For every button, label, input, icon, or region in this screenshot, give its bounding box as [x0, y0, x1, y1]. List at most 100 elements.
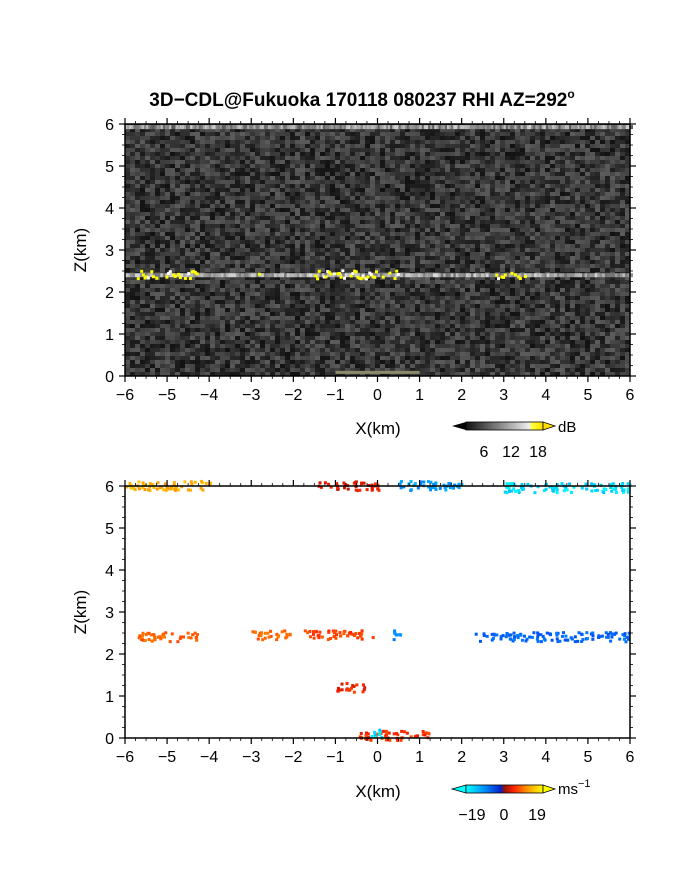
heatmap-cell	[255, 180, 260, 184]
heatmap-cell	[530, 300, 535, 304]
heatmap-cell	[340, 172, 345, 176]
heatmap-cell	[130, 312, 135, 316]
heatmap-cell	[385, 308, 390, 312]
heatmap-cell	[385, 296, 390, 300]
heatmap-cell	[190, 308, 195, 312]
heatmap-cell	[545, 292, 550, 296]
heatmap-cell	[140, 144, 145, 148]
heatmap-cell	[275, 268, 280, 272]
heatmap-cell	[510, 268, 515, 272]
heatmap-cell	[295, 276, 300, 280]
heatmap-cell	[525, 132, 530, 136]
heatmap-cell	[325, 184, 330, 188]
heatmap-cell	[365, 288, 370, 292]
heatmap-cell	[200, 200, 205, 204]
heatmap-cell	[425, 220, 430, 224]
heatmap-cell	[360, 140, 365, 144]
heatmap-cell	[355, 156, 360, 160]
heatmap-cell	[125, 284, 130, 288]
heatmap-cell	[345, 184, 350, 188]
heatmap-cell	[175, 208, 180, 212]
heatmap-cell	[380, 192, 385, 196]
heatmap-cell	[165, 304, 170, 308]
heatmap-cell	[270, 192, 275, 196]
heatmap-cell	[150, 164, 155, 168]
heatmap-cell	[140, 292, 145, 296]
heatmap-cell	[485, 148, 490, 152]
heatmap-cell	[220, 216, 225, 220]
heatmap-cell	[560, 308, 565, 312]
heatmap-cell	[605, 228, 610, 232]
heatmap-cell	[305, 216, 310, 220]
heatmap-cell	[330, 236, 335, 240]
heatmap-cell	[565, 280, 570, 284]
heatmap-cell	[505, 264, 510, 268]
heatmap-cell	[625, 216, 630, 220]
heatmap-cell	[190, 288, 195, 292]
heatmap-cell	[535, 156, 540, 160]
heatmap-cell	[265, 224, 270, 228]
heatmap-cell	[160, 160, 165, 164]
heatmap-cell	[565, 308, 570, 312]
heatmap-cell	[270, 156, 275, 160]
heatmap-cell	[415, 224, 420, 228]
heatmap-cell	[610, 136, 615, 140]
heatmap-cell	[410, 220, 415, 224]
heatmap-cell	[595, 200, 600, 204]
heatmap-cell	[595, 248, 600, 252]
heatmap-cell	[220, 220, 225, 224]
heatmap-cell	[490, 220, 495, 224]
heatmap-cell	[605, 260, 610, 264]
heatmap-cell	[595, 236, 600, 240]
heatmap-cell	[295, 244, 300, 248]
heatmap-cell	[405, 256, 410, 260]
heatmap-cell	[180, 288, 185, 292]
heatmap-cell	[575, 252, 580, 256]
heatmap-cell	[300, 248, 305, 252]
heatmap-cell	[470, 256, 475, 260]
heatmap-cell	[200, 188, 205, 192]
heatmap-cell	[410, 192, 415, 196]
heatmap-cell	[460, 316, 465, 320]
heatmap-cell	[570, 196, 575, 200]
heatmap-cell	[345, 172, 350, 176]
heatmap-cell	[620, 180, 625, 184]
heatmap-cell	[485, 208, 490, 212]
heatmap-cell	[390, 160, 395, 164]
heatmap-cell	[225, 204, 230, 208]
heatmap-cell	[410, 176, 415, 180]
heatmap-cell	[620, 200, 625, 204]
heatmap-cell	[580, 192, 585, 196]
heatmap-cell	[535, 164, 540, 168]
heatmap-cell	[545, 136, 550, 140]
heatmap-cell	[410, 304, 415, 308]
heatmap-cell	[145, 136, 150, 140]
heatmap-cell	[560, 252, 565, 256]
heatmap-cell	[435, 300, 440, 304]
heatmap-cell	[360, 192, 365, 196]
heatmap-cell	[395, 172, 400, 176]
heatmap-cell	[325, 188, 330, 192]
heatmap-cell	[465, 264, 470, 268]
heatmap-cell	[425, 216, 430, 220]
heatmap-cell	[475, 268, 480, 272]
heatmap-cell	[405, 184, 410, 188]
heatmap-cell	[425, 176, 430, 180]
heatmap-cell	[465, 204, 470, 208]
heatmap-cell	[525, 220, 530, 224]
heatmap-cell	[465, 236, 470, 240]
heatmap-cell	[170, 236, 175, 240]
heatmap-cell	[405, 276, 410, 280]
heatmap-cell	[490, 164, 495, 168]
heatmap-cell	[610, 244, 615, 248]
heatmap-cell	[585, 296, 590, 300]
heatmap-cell	[350, 140, 355, 144]
heatmap-cell	[265, 268, 270, 272]
heatmap-cell	[590, 204, 595, 208]
heatmap-cell	[375, 128, 380, 132]
heatmap-cell	[465, 232, 470, 236]
heatmap-cell	[470, 236, 475, 240]
heatmap-cell	[200, 140, 205, 144]
heatmap-cell	[170, 180, 175, 184]
heatmap-cell	[180, 284, 185, 288]
